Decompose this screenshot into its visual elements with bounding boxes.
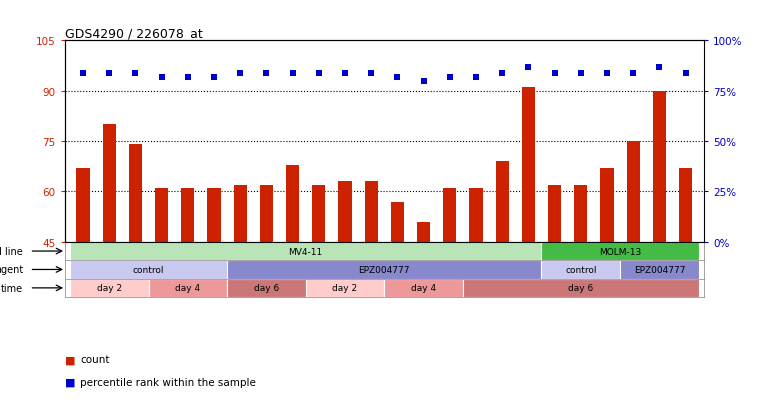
Bar [234, 185, 247, 242]
Point [234, 70, 247, 77]
Point [418, 78, 430, 85]
Bar [312, 185, 326, 242]
Bar [522, 88, 535, 242]
Point [496, 70, 508, 77]
Point [470, 74, 482, 81]
Point [182, 74, 194, 81]
Point [313, 70, 325, 77]
Bar [653, 92, 666, 242]
Bar [181, 189, 194, 242]
Bar [463, 279, 699, 297]
Bar [286, 165, 299, 242]
Text: day 4: day 4 [411, 284, 436, 293]
Text: cell line: cell line [0, 247, 23, 256]
Bar [70, 261, 227, 279]
Text: control: control [132, 265, 164, 274]
Bar [155, 189, 168, 242]
Text: control: control [565, 265, 597, 274]
Point [260, 70, 272, 77]
Bar [306, 279, 384, 297]
Bar [495, 162, 509, 242]
Point [391, 74, 403, 81]
Point [575, 70, 587, 77]
Bar [391, 202, 404, 242]
Bar [70, 242, 542, 261]
Text: day 2: day 2 [333, 284, 358, 293]
Text: percentile rank within the sample: percentile rank within the sample [80, 377, 256, 387]
Point [680, 70, 692, 77]
Bar [129, 145, 142, 242]
Point [103, 70, 116, 77]
Text: MV4-11: MV4-11 [288, 247, 323, 256]
Bar [384, 279, 463, 297]
Bar [542, 261, 620, 279]
Bar [542, 242, 699, 261]
Point [77, 70, 89, 77]
Bar [70, 279, 148, 297]
Bar [600, 169, 613, 242]
Point [155, 74, 167, 81]
Bar [620, 261, 699, 279]
Text: day 6: day 6 [253, 284, 279, 293]
Text: day 4: day 4 [175, 284, 200, 293]
Bar [339, 182, 352, 242]
Text: count: count [80, 354, 110, 364]
Text: EPZ004777: EPZ004777 [358, 265, 410, 274]
Point [339, 70, 351, 77]
Point [129, 70, 142, 77]
Point [653, 64, 665, 71]
Text: time: time [1, 283, 23, 293]
Bar [260, 185, 273, 242]
Point [208, 74, 220, 81]
Bar [365, 182, 377, 242]
Point [287, 70, 299, 77]
Bar [148, 279, 227, 297]
Point [365, 70, 377, 77]
Bar [443, 189, 457, 242]
Point [522, 64, 534, 71]
Text: agent: agent [0, 265, 23, 275]
Bar [227, 261, 542, 279]
Text: ■: ■ [65, 377, 76, 387]
Bar [76, 169, 90, 242]
Text: day 6: day 6 [568, 284, 594, 293]
Bar [575, 185, 587, 242]
Point [601, 70, 613, 77]
Text: GDS4290 / 226078_at: GDS4290 / 226078_at [65, 27, 202, 40]
Bar [103, 125, 116, 242]
Point [444, 74, 456, 81]
Bar [208, 189, 221, 242]
Point [549, 70, 561, 77]
Text: day 2: day 2 [97, 284, 122, 293]
Bar [548, 185, 561, 242]
Text: ■: ■ [65, 354, 76, 364]
Bar [626, 142, 640, 242]
Bar [470, 189, 482, 242]
Bar [417, 222, 430, 242]
Point [627, 70, 639, 77]
Text: MOLM-13: MOLM-13 [599, 247, 642, 256]
Text: EPZ004777: EPZ004777 [634, 265, 685, 274]
Bar [679, 169, 693, 242]
Bar [227, 279, 306, 297]
